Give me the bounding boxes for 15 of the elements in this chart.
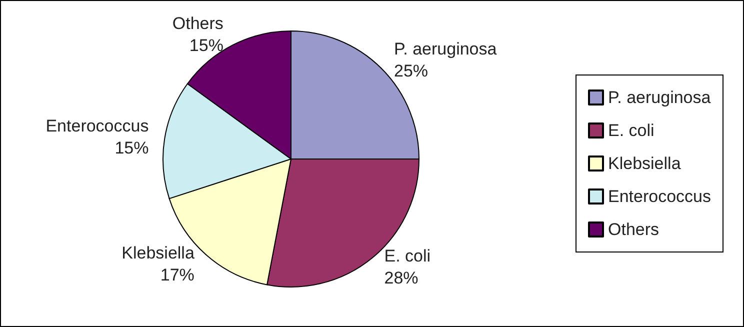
legend-label: Others bbox=[608, 220, 660, 239]
data-label: 28% bbox=[384, 268, 418, 288]
slice-label: E. coli bbox=[384, 246, 431, 266]
slice-label: Enterococcus bbox=[46, 116, 149, 136]
data-label: 15% bbox=[114, 138, 149, 158]
slice-label: P. aeruginosa bbox=[394, 40, 498, 59]
slice-label: Others bbox=[172, 14, 224, 33]
legend-label: E. coli bbox=[608, 121, 654, 140]
slice-label: Klebsiella bbox=[122, 244, 195, 263]
legend-label: Enterococcus bbox=[608, 187, 712, 206]
data-label: 15% bbox=[189, 36, 224, 55]
data-label: 17% bbox=[160, 266, 194, 285]
legend-label: P. aeruginosa bbox=[608, 88, 712, 107]
legend-label: Klebsiella bbox=[608, 154, 682, 173]
data-label: 25% bbox=[394, 62, 428, 81]
